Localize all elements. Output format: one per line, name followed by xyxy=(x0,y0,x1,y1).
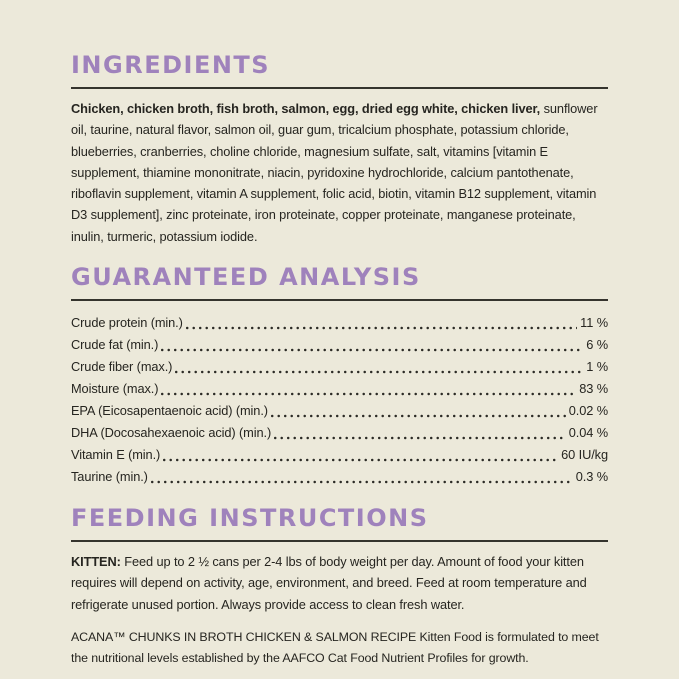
dot-leader xyxy=(270,414,566,419)
table-row: Crude fat (min.) 6 % xyxy=(71,334,608,356)
guaranteed-analysis-section: GUARANTEED ANALYSIS Crude protein (min.)… xyxy=(71,263,608,488)
analysis-label: Vitamin E (min.) xyxy=(71,447,161,463)
table-row: Moisture (max.) 83 % xyxy=(71,378,608,400)
analysis-label: Moisture (max.) xyxy=(71,381,159,397)
ingredients-rest: sunflower oil, taurine, natural flavor, … xyxy=(71,101,598,244)
analysis-label: Crude fiber (max.) xyxy=(71,359,173,375)
table-row: Vitamin E (min.) 60 IU/kg xyxy=(71,444,608,466)
dot-leader xyxy=(274,436,566,441)
kitten-feeding-text: KITTEN: Feed up to 2 ½ cans per 2-4 lbs … xyxy=(71,551,608,615)
section-divider xyxy=(71,299,608,302)
analysis-value: 0.04 % xyxy=(568,425,608,441)
analysis-value: 0.3 % xyxy=(575,469,608,485)
dot-leader xyxy=(150,480,573,485)
analysis-value: 60 IU/kg xyxy=(561,447,608,463)
table-row: EPA (Eicosapentaenoic acid) (min.) 0.02 … xyxy=(71,400,608,422)
analysis-value: 83 % xyxy=(579,381,608,397)
dot-leader xyxy=(163,458,559,463)
dot-leader xyxy=(185,326,578,331)
ingredients-bold-lead: Chicken, chicken broth, fish broth, salm… xyxy=(71,101,541,116)
analysis-value: 6 % xyxy=(586,337,608,353)
dot-leader xyxy=(161,392,577,397)
guaranteed-analysis-table: Crude protein (min.) 11 % Crude fat (min… xyxy=(71,310,608,488)
analysis-label: Crude fat (min.) xyxy=(71,337,159,353)
analysis-label: DHA (Docosahexaenoic acid) (min.) xyxy=(71,425,272,441)
section-divider xyxy=(71,540,608,543)
analysis-value: 0.02 % xyxy=(568,403,608,419)
kitten-label: KITTEN: xyxy=(71,554,121,570)
dot-leader xyxy=(161,348,584,353)
analysis-label: Crude protein (min.) xyxy=(71,315,183,331)
dot-leader xyxy=(175,370,584,375)
ingredients-text: Chicken, chicken broth, fish broth, salm… xyxy=(71,98,608,247)
analysis-value: 11 % xyxy=(580,315,608,331)
table-row: DHA (Docosahexaenoic acid) (min.) 0.04 % xyxy=(71,422,608,444)
kitten-instructions: Feed up to 2 ½ cans per 2-4 lbs of body … xyxy=(71,554,587,612)
ingredients-title: INGREDIENTS xyxy=(71,51,271,79)
ingredients-section: INGREDIENTS Chicken, chicken broth, fish… xyxy=(71,51,608,247)
feeding-instructions-title: FEEDING INSTRUCTIONS xyxy=(71,504,429,533)
guaranteed-analysis-title: GUARANTEED ANALYSIS xyxy=(71,263,421,292)
analysis-label: EPA (Eicosapentaenoic acid) (min.) xyxy=(71,403,268,419)
table-row: Crude protein (min.) 11 % xyxy=(71,312,608,334)
analysis-value: 1 % xyxy=(586,359,608,375)
section-divider xyxy=(71,87,608,89)
table-row: Crude fiber (max.) 1 % xyxy=(71,356,608,378)
aafco-statement: ACANA™ CHUNKS IN BROTH CHICKEN & SALMON … xyxy=(71,629,599,666)
table-row: Taurine (min.) 0.3 % xyxy=(71,466,608,488)
feeding-instructions-section: FEEDING INSTRUCTIONS KITTEN: Feed up to … xyxy=(71,504,608,669)
analysis-label: Taurine (min.) xyxy=(71,469,148,485)
